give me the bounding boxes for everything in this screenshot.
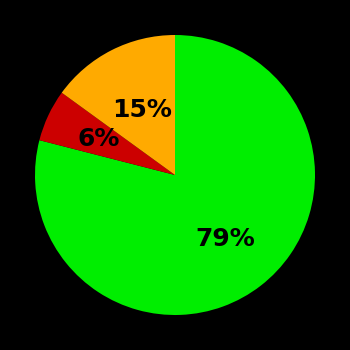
Text: 6%: 6% [78, 127, 120, 151]
Wedge shape [35, 35, 315, 315]
Wedge shape [62, 35, 175, 175]
Text: 15%: 15% [112, 98, 172, 122]
Text: 79%: 79% [195, 227, 255, 251]
Wedge shape [40, 93, 175, 175]
